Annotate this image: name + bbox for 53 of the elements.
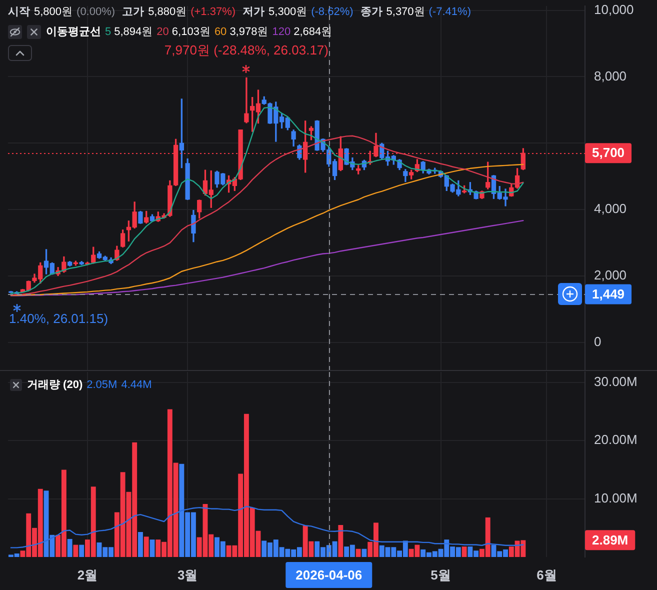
- annotation: (+1.37%): [190, 5, 236, 20]
- text: 5,700: [592, 145, 625, 160]
- x-tick-label: 5월: [430, 567, 451, 582]
- annotation: 고가: [122, 5, 144, 20]
- y-tick-label: 10.00M: [594, 490, 638, 506]
- bar: [338, 525, 344, 557]
- annotation: 2,684원: [294, 25, 332, 40]
- annotation: 5,880원: [148, 5, 187, 20]
- legend-title: 이동평균선: [46, 25, 101, 40]
- bar: [73, 544, 78, 557]
- annotation: 5,800원: [34, 5, 73, 20]
- annotation: (-7.41%): [428, 5, 471, 20]
- y-tick-label: 0: [594, 334, 602, 350]
- annotation: 종가: [360, 5, 382, 20]
- x-tick-label: 3월: [177, 567, 198, 582]
- bar: [144, 536, 149, 557]
- bar: [462, 546, 467, 557]
- annotation: 7,970원 (-28.48%, 26.03.17): [164, 42, 328, 58]
- bar: [138, 532, 143, 557]
- bar: [150, 540, 155, 557]
- text: 2.89M: [592, 532, 628, 548]
- annotation: 2.05M: [86, 378, 118, 393]
- annotation: 5,300원: [268, 5, 308, 20]
- annotation: 4.44M: [121, 378, 152, 393]
- text: 60: [214, 25, 227, 40]
- annotation: 시작: [8, 5, 30, 20]
- y-tick-label: 20.00M: [594, 432, 638, 448]
- annotation: (0.00%): [76, 5, 116, 20]
- bar: [67, 538, 72, 557]
- annotation: 5,370원: [386, 5, 425, 20]
- y-tick-label: 8,000: [594, 68, 627, 84]
- annotation: 저가: [242, 5, 265, 20]
- text: 120: [272, 25, 291, 40]
- text: 1,449: [592, 286, 625, 302]
- annotation: 6,103원: [172, 25, 210, 40]
- bar: [362, 548, 367, 557]
- y-tick-label: 2,000: [594, 268, 627, 283]
- text: 거래량 (20): [27, 378, 83, 393]
- candlestick: [244, 77, 249, 124]
- annotation: 5,894원: [114, 25, 153, 40]
- bar: [79, 544, 84, 557]
- x-tick-label: 2월: [77, 567, 98, 582]
- annotation: 1.40%, 26.01.15): [9, 311, 108, 326]
- annotation: 3,978원: [230, 25, 268, 40]
- y-tick-label: 30.00M: [594, 374, 638, 390]
- bar: [356, 548, 361, 557]
- text: 5: [105, 25, 112, 40]
- x-tick-label: 2026-04-06: [296, 567, 362, 582]
- text: 20: [156, 25, 169, 40]
- annotation: (-8.62%): [311, 5, 354, 20]
- y-tick-label: 10,000: [594, 2, 634, 17]
- x-tick-label: 6월: [536, 567, 557, 582]
- y-tick-label: 4,000: [594, 201, 627, 216]
